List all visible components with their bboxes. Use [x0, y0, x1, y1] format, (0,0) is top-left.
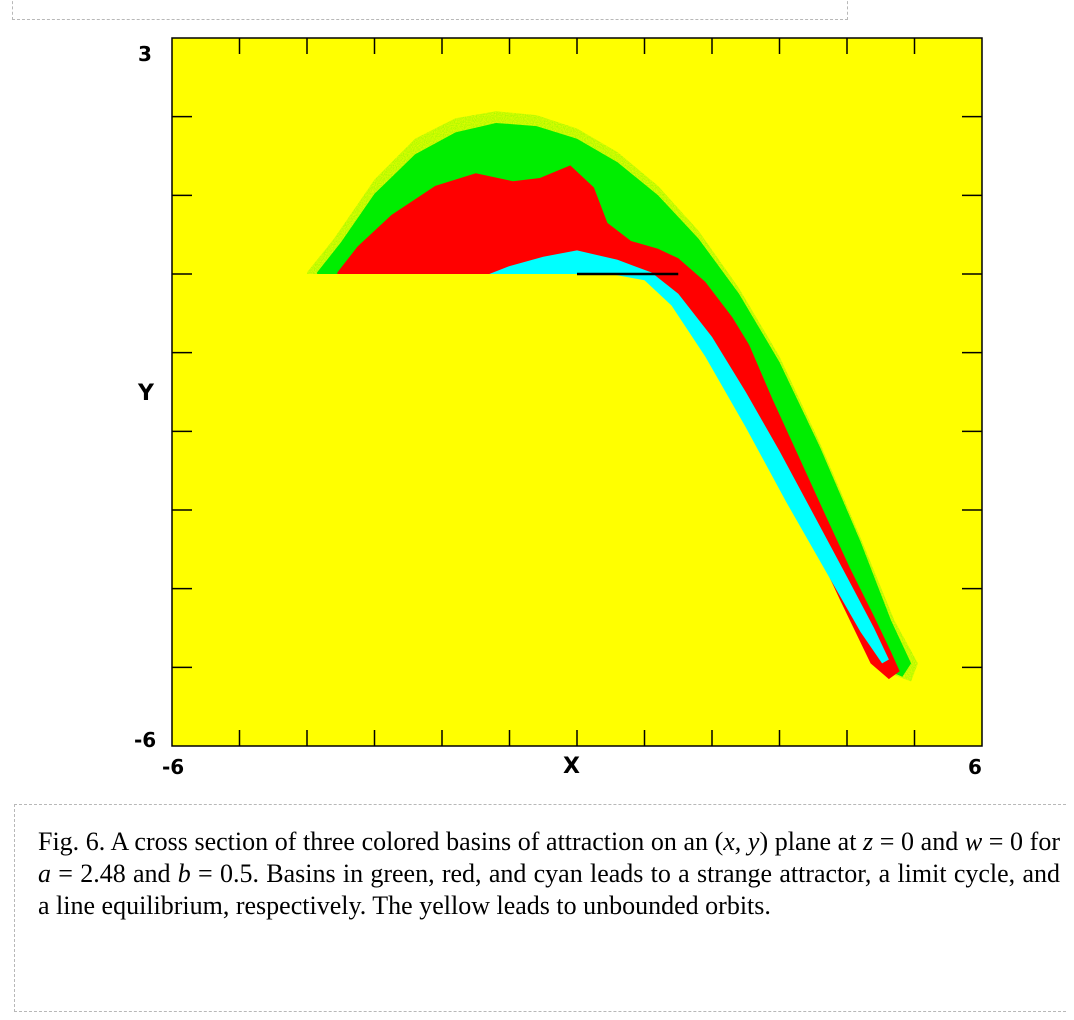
caption-segment: = 0 and	[873, 827, 965, 856]
axis-ticks	[171, 37, 983, 747]
figure-caption: Fig. 6. A cross section of three colored…	[38, 826, 1060, 922]
caption-segment: b	[177, 859, 191, 888]
caption-fig-label: Fig. 6.	[38, 827, 106, 856]
caption-segment: x, y	[723, 827, 760, 856]
caption-segment: a	[38, 859, 51, 888]
axis-cut	[172, 274, 604, 276]
caption-segment: A cross section of three colored basins …	[105, 827, 724, 856]
x-tick-label-left: -6	[162, 755, 185, 779]
y-tick-label-bottom: -6	[134, 728, 157, 752]
y-tick-label-top: 3	[138, 42, 152, 66]
caption-segment: = 0.5. Basins in green, red, and cyan le…	[38, 859, 1060, 920]
basin-plot	[171, 37, 983, 747]
top-dashed-frame	[12, 0, 848, 20]
caption-segment: w	[964, 827, 983, 856]
basin-figure: 3 -6 Y -6 6 X	[134, 37, 983, 779]
y-axis-label: Y	[138, 381, 154, 406]
caption-body: A cross section of three colored basins …	[38, 827, 1060, 920]
caption-dashed-frame	[14, 804, 1066, 1012]
caption-segment: ) plane at	[759, 827, 864, 856]
caption-segment: = 2.48 and	[51, 859, 178, 888]
caption-segment: = 0 for	[982, 827, 1060, 856]
plot-area	[172, 38, 982, 746]
x-tick-label-right: 6	[968, 755, 982, 779]
caption-segment: z	[863, 827, 874, 856]
x-axis-label: X	[563, 754, 580, 779]
